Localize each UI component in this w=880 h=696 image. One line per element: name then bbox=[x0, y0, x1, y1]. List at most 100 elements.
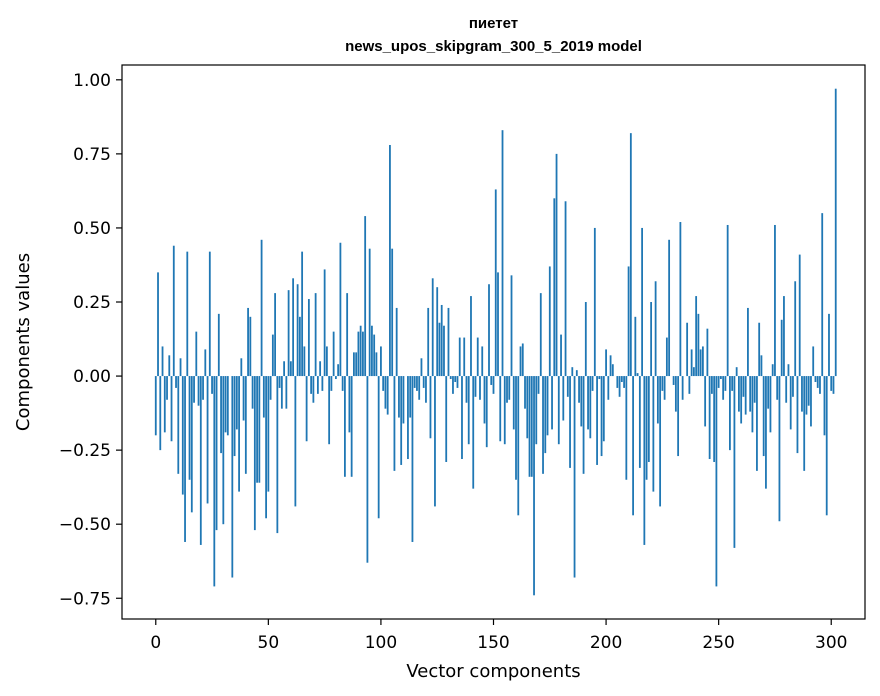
bar-264 bbox=[749, 376, 752, 412]
bar-218 bbox=[645, 376, 648, 480]
bar-152 bbox=[497, 272, 499, 377]
bar-53 bbox=[274, 293, 276, 377]
bar-276 bbox=[776, 376, 779, 400]
bar-105 bbox=[391, 248, 394, 377]
x-tick-label: 50 bbox=[258, 633, 280, 653]
bar-120 bbox=[425, 376, 427, 403]
bar-226 bbox=[663, 376, 666, 400]
bar-155 bbox=[503, 376, 506, 445]
bar-248 bbox=[713, 376, 716, 462]
bar-118 bbox=[420, 358, 423, 377]
bar-221 bbox=[652, 376, 655, 492]
bar-90 bbox=[357, 331, 360, 377]
bar-279 bbox=[783, 296, 785, 377]
bar-9 bbox=[175, 376, 177, 388]
y-tick-label: −0.25 bbox=[59, 441, 111, 461]
bar-142 bbox=[474, 376, 477, 397]
bar-215 bbox=[638, 376, 641, 468]
bar-242 bbox=[699, 349, 702, 377]
bar-291 bbox=[810, 376, 812, 427]
bar-246 bbox=[708, 376, 711, 460]
bar-275 bbox=[774, 224, 776, 377]
bar-206 bbox=[618, 376, 621, 397]
bar-49 bbox=[265, 376, 267, 519]
bar-147 bbox=[485, 376, 488, 448]
x-axis: 0 50 100 150 200 250 300 bbox=[150, 619, 847, 653]
bar-1 bbox=[157, 272, 159, 377]
bar-79 bbox=[332, 331, 335, 377]
bar-232 bbox=[677, 376, 680, 457]
bar-285 bbox=[796, 376, 799, 454]
bar-239 bbox=[692, 367, 695, 377]
bar-231 bbox=[674, 376, 677, 412]
bar-50 bbox=[267, 376, 270, 492]
bar-224 bbox=[659, 376, 662, 507]
bar-32 bbox=[226, 376, 229, 436]
bar-44 bbox=[253, 376, 256, 531]
bar-234 bbox=[681, 376, 684, 400]
bar-289 bbox=[805, 376, 808, 415]
y-tick-label: 1.00 bbox=[73, 71, 111, 91]
bar-56 bbox=[280, 376, 283, 409]
bar-5 bbox=[166, 376, 168, 400]
bar-243 bbox=[701, 346, 704, 377]
bar-108 bbox=[398, 376, 400, 418]
bar-185 bbox=[571, 367, 574, 377]
bar-115 bbox=[413, 376, 416, 388]
bar-217 bbox=[643, 376, 646, 545]
bar-86 bbox=[348, 376, 351, 433]
x-tick-label: 0 bbox=[150, 633, 161, 653]
bar-199 bbox=[602, 376, 605, 442]
bar-35 bbox=[233, 376, 236, 457]
bar-288 bbox=[803, 376, 806, 471]
bar-171 bbox=[539, 293, 542, 377]
bar-11 bbox=[179, 358, 182, 377]
bar-95 bbox=[368, 248, 371, 377]
bar-178 bbox=[555, 153, 558, 377]
bar-300 bbox=[830, 376, 833, 391]
bar-124 bbox=[434, 376, 436, 507]
bar-196 bbox=[596, 376, 598, 465]
bar-149 bbox=[490, 376, 493, 385]
bar-161 bbox=[517, 376, 520, 516]
bar-281 bbox=[787, 364, 790, 377]
bar-132 bbox=[452, 376, 454, 394]
bar-58 bbox=[285, 376, 288, 409]
bar-148 bbox=[488, 284, 490, 377]
bar-13 bbox=[184, 376, 186, 542]
bar-278 bbox=[780, 319, 783, 377]
bar-261 bbox=[742, 376, 745, 397]
bar-158 bbox=[510, 275, 513, 377]
bar-19 bbox=[197, 376, 200, 406]
bar-251 bbox=[720, 376, 722, 380]
bar-82 bbox=[339, 242, 342, 377]
bar-88 bbox=[353, 352, 355, 377]
bar-212 bbox=[632, 376, 634, 516]
bar-238 bbox=[690, 349, 693, 377]
plot-area bbox=[121, 64, 866, 620]
bar-172 bbox=[542, 376, 544, 474]
bar-293 bbox=[814, 376, 817, 382]
bar-39 bbox=[242, 376, 245, 421]
bar-207 bbox=[620, 376, 623, 382]
bar-2 bbox=[159, 376, 162, 451]
bar-222 bbox=[654, 281, 657, 377]
bar-89 bbox=[355, 352, 358, 377]
y-tick-label: −0.75 bbox=[59, 589, 111, 609]
bar-93 bbox=[364, 216, 367, 377]
bar-123 bbox=[431, 278, 434, 377]
bar-127 bbox=[440, 304, 443, 377]
bar-67 bbox=[305, 376, 308, 442]
x-tick-label: 100 bbox=[365, 633, 397, 653]
bar-22 bbox=[204, 349, 207, 377]
bar-134 bbox=[456, 376, 459, 388]
bar-210 bbox=[627, 266, 630, 377]
x-tick-label: 250 bbox=[702, 633, 734, 653]
bar-103 bbox=[386, 376, 389, 415]
bar-52 bbox=[271, 334, 274, 377]
bar-96 bbox=[371, 325, 373, 377]
bar-228 bbox=[668, 239, 671, 377]
bar-184 bbox=[569, 376, 571, 468]
bar-302 bbox=[834, 88, 837, 377]
bar-3 bbox=[161, 346, 164, 377]
